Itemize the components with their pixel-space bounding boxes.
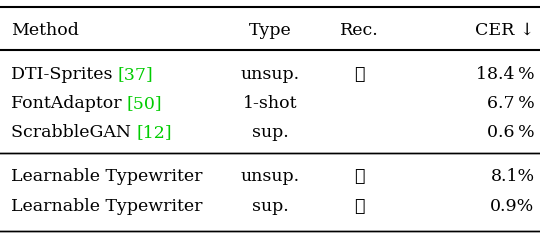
Text: Learnable Typewriter: Learnable Typewriter [11, 198, 202, 215]
Text: 6.7 %: 6.7 % [487, 95, 535, 112]
Text: sup.: sup. [252, 124, 288, 142]
Text: Learnable Typewriter: Learnable Typewriter [11, 168, 202, 185]
Text: unsup.: unsup. [240, 66, 300, 83]
Text: Type: Type [248, 22, 292, 39]
Text: Rec.: Rec. [340, 22, 379, 39]
Text: [37]: [37] [118, 66, 153, 83]
Text: sup.: sup. [252, 198, 288, 215]
Text: unsup.: unsup. [240, 168, 300, 185]
Text: [50]: [50] [127, 95, 163, 112]
Text: ScrabbleGAN: ScrabbleGAN [11, 124, 136, 142]
Text: 1-shot: 1-shot [243, 95, 297, 112]
Text: ✓: ✓ [354, 168, 364, 185]
Text: 0.6 %: 0.6 % [487, 124, 535, 142]
Text: 8.1%: 8.1% [490, 168, 535, 185]
Text: FontAdaptor: FontAdaptor [11, 95, 127, 112]
Text: 0.9%: 0.9% [490, 198, 535, 215]
Text: ✓: ✓ [354, 198, 364, 215]
Text: [12]: [12] [136, 124, 172, 142]
Text: ✓: ✓ [354, 66, 364, 83]
Text: DTI-Sprites: DTI-Sprites [11, 66, 118, 83]
Text: CER ↓: CER ↓ [475, 22, 535, 39]
Text: Method: Method [11, 22, 79, 39]
Text: 18.4 %: 18.4 % [476, 66, 535, 83]
